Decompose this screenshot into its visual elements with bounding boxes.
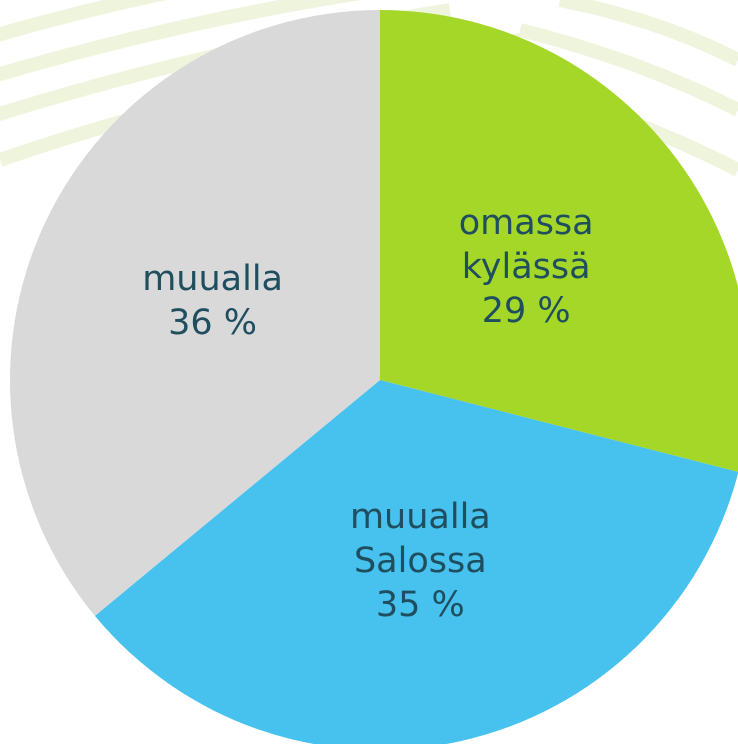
chart bbox=[0, 0, 738, 744]
value-label: 36 % bbox=[103, 301, 323, 345]
value-label: 35 % bbox=[310, 583, 530, 627]
value-label: 29 % bbox=[416, 289, 636, 333]
page: omassa kylässä29 %muualla Salossa35 %muu… bbox=[0, 0, 738, 744]
category-label: muualla Salossa bbox=[310, 495, 530, 583]
pie bbox=[10, 10, 738, 744]
category-label: omassa kylässä bbox=[416, 201, 636, 289]
category-label: muualla bbox=[103, 257, 323, 301]
